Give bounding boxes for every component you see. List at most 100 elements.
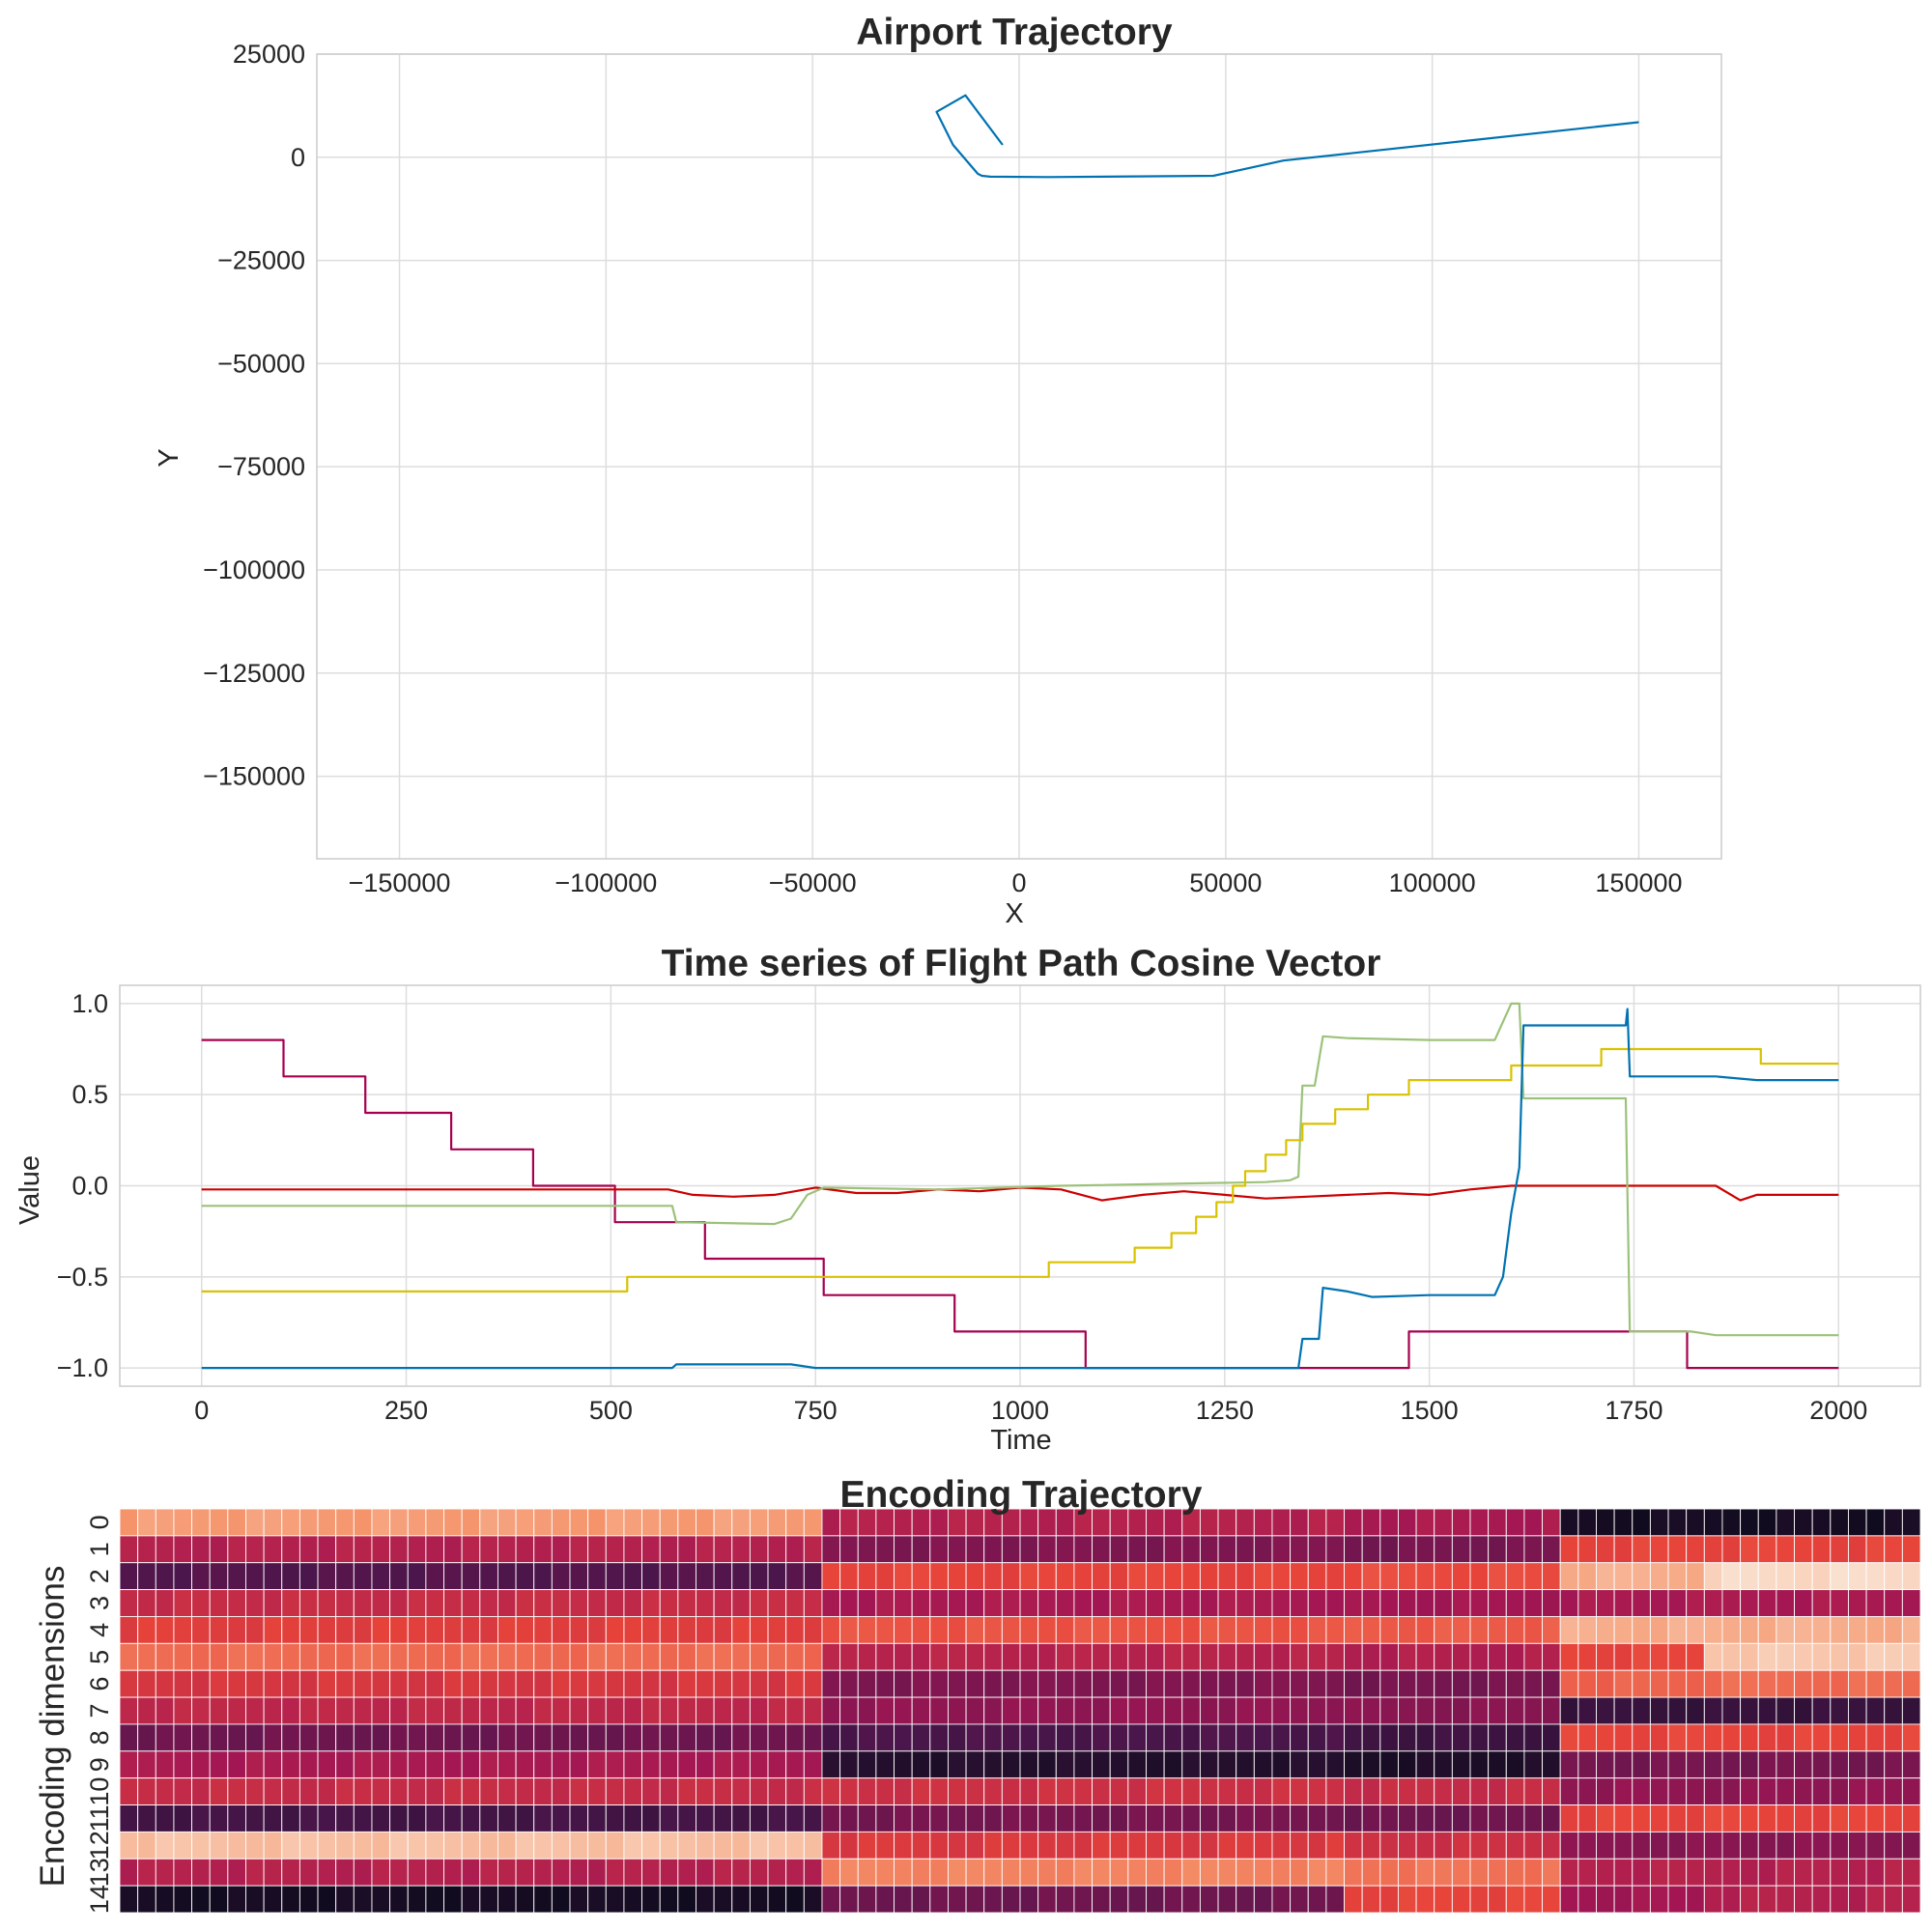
heatmap-cell (1109, 1777, 1129, 1805)
heatmap-cell (1523, 1508, 1544, 1537)
heatmap-cell (119, 1535, 139, 1564)
heatmap-cell (1199, 1616, 1219, 1644)
heatmap-cell (894, 1696, 913, 1725)
heatmap-cell (425, 1669, 444, 1698)
heatmap-cell (1236, 1535, 1255, 1564)
heatmap-cell (1146, 1535, 1165, 1564)
heatmap-cell (1686, 1804, 1705, 1833)
heatmap-cell (1307, 1562, 1327, 1591)
heatmap-cell (389, 1750, 409, 1779)
heatmap-cell (1361, 1804, 1381, 1833)
heatmap-cell (425, 1642, 444, 1671)
heatmap-cell (1686, 1696, 1705, 1725)
heatmap-cell (298, 1696, 319, 1725)
heatmap-cell (1109, 1723, 1129, 1752)
heatmap-cell (137, 1589, 156, 1617)
heatmap-cell (767, 1777, 787, 1805)
heatmap-cell (1505, 1831, 1525, 1860)
heatmap-cell (1055, 1804, 1075, 1833)
heatmap-cell (894, 1804, 913, 1833)
heatmap-cell (1037, 1562, 1057, 1591)
heatmap-cell (767, 1750, 787, 1779)
heatmap-cell (1901, 1723, 1921, 1752)
heatmap-cell (371, 1669, 391, 1698)
heatmap-cell (965, 1669, 985, 1698)
heatmap-cell (1073, 1642, 1094, 1671)
heatmap-cell (1847, 1858, 1867, 1887)
heatmap-cell (731, 1777, 751, 1805)
heatmap-cell (875, 1589, 895, 1617)
heatmap-cell (749, 1669, 769, 1698)
heatmap-cell (1901, 1804, 1921, 1833)
heatmap-cell (1217, 1750, 1237, 1779)
heatmap-cell (1488, 1642, 1507, 1671)
heatmap-cell (227, 1669, 246, 1698)
heatmap-cell (983, 1535, 1003, 1564)
heatmap-cell (605, 1616, 625, 1644)
heatmap-cell (389, 1589, 409, 1617)
heatmap-cell (425, 1804, 444, 1833)
heatmap-cell (1830, 1723, 1849, 1752)
heatmap-cell (857, 1562, 877, 1591)
heatmap-cell (191, 1589, 211, 1617)
heatmap-cell (641, 1777, 661, 1805)
heatmap-cell (533, 1535, 553, 1564)
heatmap-cell (983, 1642, 1003, 1671)
heatmap-cell (875, 1696, 895, 1725)
heatmap-cell (1523, 1589, 1544, 1617)
heatmap-cell (1794, 1562, 1813, 1591)
y-tick-label: −50000 (217, 349, 305, 378)
heatmap-cell (713, 1669, 733, 1698)
heatmap-cell (1344, 1696, 1363, 1725)
heatmap-cell (713, 1696, 733, 1725)
heatmap-cell (1361, 1831, 1381, 1860)
heatmap-cell (479, 1750, 498, 1779)
heatmap-cell (947, 1777, 967, 1805)
heatmap-cell (641, 1723, 661, 1752)
heatmap-cell (713, 1589, 733, 1617)
heatmap-cell (1523, 1723, 1544, 1752)
heatmap-cell (1037, 1723, 1057, 1752)
heatmap-cell (641, 1831, 661, 1860)
heatmap-cell (857, 1885, 877, 1914)
heatmap-cell (1488, 1589, 1507, 1617)
heatmap-cell (1865, 1804, 1886, 1833)
heatmap-cell (803, 1885, 823, 1914)
heatmap-cell (696, 1831, 715, 1860)
heatmap-cell (911, 1589, 931, 1617)
heatmap-cell (1577, 1642, 1597, 1671)
heatmap-row-label: 1 (85, 1542, 114, 1556)
heatmap-cell (389, 1831, 409, 1860)
heatmap-cell (443, 1885, 463, 1914)
heatmap-cell (298, 1616, 319, 1644)
heatmap-cell (119, 1831, 139, 1860)
heatmap-cell (407, 1750, 427, 1779)
heatmap-cell (317, 1750, 337, 1779)
heatmap-cell (857, 1669, 877, 1698)
heatmap-cell (443, 1669, 463, 1698)
heatmap-cell (245, 1508, 265, 1537)
heatmap-cell (1253, 1723, 1273, 1752)
heatmap-cell (1001, 1885, 1021, 1914)
heatmap-cell (1488, 1777, 1507, 1805)
heatmap-cell (947, 1723, 967, 1752)
heatmap-cell (1649, 1535, 1669, 1564)
heatmap-cell (1740, 1669, 1759, 1698)
heatmap-cell (947, 1589, 967, 1617)
heatmap-cell (1596, 1616, 1615, 1644)
heatmap-cell (407, 1831, 427, 1860)
heatmap-cell (1523, 1535, 1544, 1564)
heatmap-cell (479, 1696, 498, 1725)
heatmap-cell (1649, 1589, 1669, 1617)
y-tick-label: −0.5 (57, 1263, 108, 1292)
heatmap-cell (749, 1696, 769, 1725)
heatmap-cell (1109, 1535, 1129, 1564)
heatmap-cell (425, 1723, 444, 1752)
heatmap-cell (227, 1696, 246, 1725)
heatmap-cell (1559, 1804, 1579, 1833)
heatmap-cell (911, 1696, 931, 1725)
heatmap-cell (407, 1642, 427, 1671)
heatmap-cell (1307, 1696, 1327, 1725)
heatmap-cell (245, 1696, 265, 1725)
heatmap-cell (227, 1589, 246, 1617)
